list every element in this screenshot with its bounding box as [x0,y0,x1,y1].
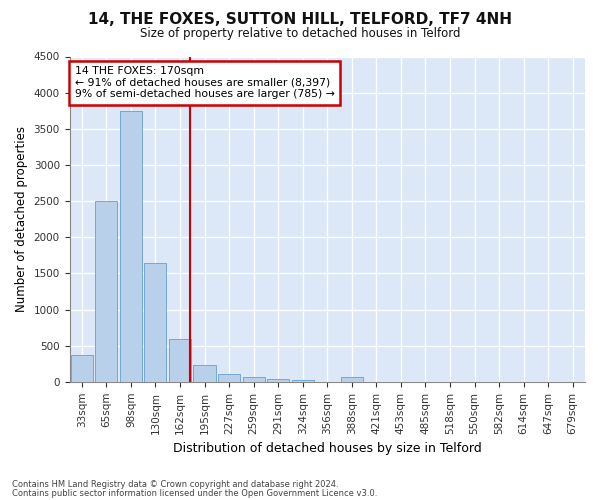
Bar [218,374,240,382]
Bar [95,201,118,382]
Bar [71,355,93,382]
Bar [267,379,289,382]
Bar [169,339,191,382]
Y-axis label: Number of detached properties: Number of detached properties [15,126,28,312]
Bar [242,377,265,382]
Text: Contains HM Land Registry data © Crown copyright and database right 2024.: Contains HM Land Registry data © Crown c… [12,480,338,489]
Bar [292,380,314,382]
Bar [341,378,363,382]
Bar [120,110,142,382]
Text: 14, THE FOXES, SUTTON HILL, TELFORD, TF7 4NH: 14, THE FOXES, SUTTON HILL, TELFORD, TF7… [88,12,512,28]
X-axis label: Distribution of detached houses by size in Telford: Distribution of detached houses by size … [173,442,482,455]
Text: 14 THE FOXES: 170sqm
← 91% of detached houses are smaller (8,397)
9% of semi-det: 14 THE FOXES: 170sqm ← 91% of detached h… [74,66,335,100]
Bar [193,365,215,382]
Bar [145,262,166,382]
Text: Contains public sector information licensed under the Open Government Licence v3: Contains public sector information licen… [12,488,377,498]
Text: Size of property relative to detached houses in Telford: Size of property relative to detached ho… [140,28,460,40]
